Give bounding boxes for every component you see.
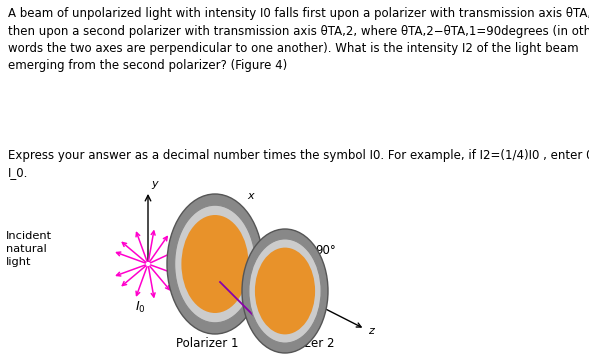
Text: Polarizer 1: Polarizer 1	[176, 337, 238, 350]
Ellipse shape	[242, 229, 328, 353]
Text: 90°: 90°	[315, 244, 336, 257]
Ellipse shape	[175, 205, 255, 323]
Text: $I_0$: $I_0$	[135, 299, 145, 314]
Ellipse shape	[181, 215, 249, 313]
Text: y: y	[151, 179, 158, 189]
Text: Polarizer 2: Polarizer 2	[272, 337, 334, 350]
Text: A beam of unpolarized light with intensity I0 falls first upon a polarizer with : A beam of unpolarized light with intensi…	[8, 7, 589, 73]
Ellipse shape	[167, 194, 263, 334]
Text: Incident
natural
light: Incident natural light	[6, 231, 52, 267]
Text: z: z	[368, 326, 374, 336]
Ellipse shape	[249, 239, 321, 343]
Text: Express your answer as a decimal number times the symbol I0. For example, if I2=: Express your answer as a decimal number …	[8, 149, 589, 180]
Text: x: x	[247, 191, 254, 201]
Ellipse shape	[255, 248, 315, 334]
